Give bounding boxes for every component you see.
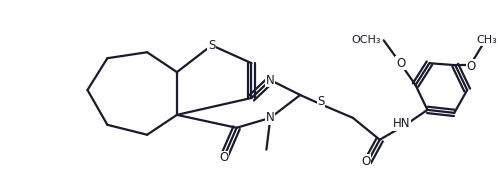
Text: OCH₃: OCH₃ [351, 35, 380, 45]
Text: S: S [317, 95, 325, 108]
Text: HN: HN [393, 117, 410, 130]
Text: O: O [361, 155, 371, 168]
Text: O: O [467, 60, 476, 73]
Text: O: O [219, 151, 228, 164]
Text: O: O [396, 57, 405, 70]
Text: S: S [208, 39, 216, 52]
Text: N: N [266, 74, 275, 86]
Text: N: N [266, 111, 275, 124]
Text: CH₃: CH₃ [477, 35, 498, 45]
